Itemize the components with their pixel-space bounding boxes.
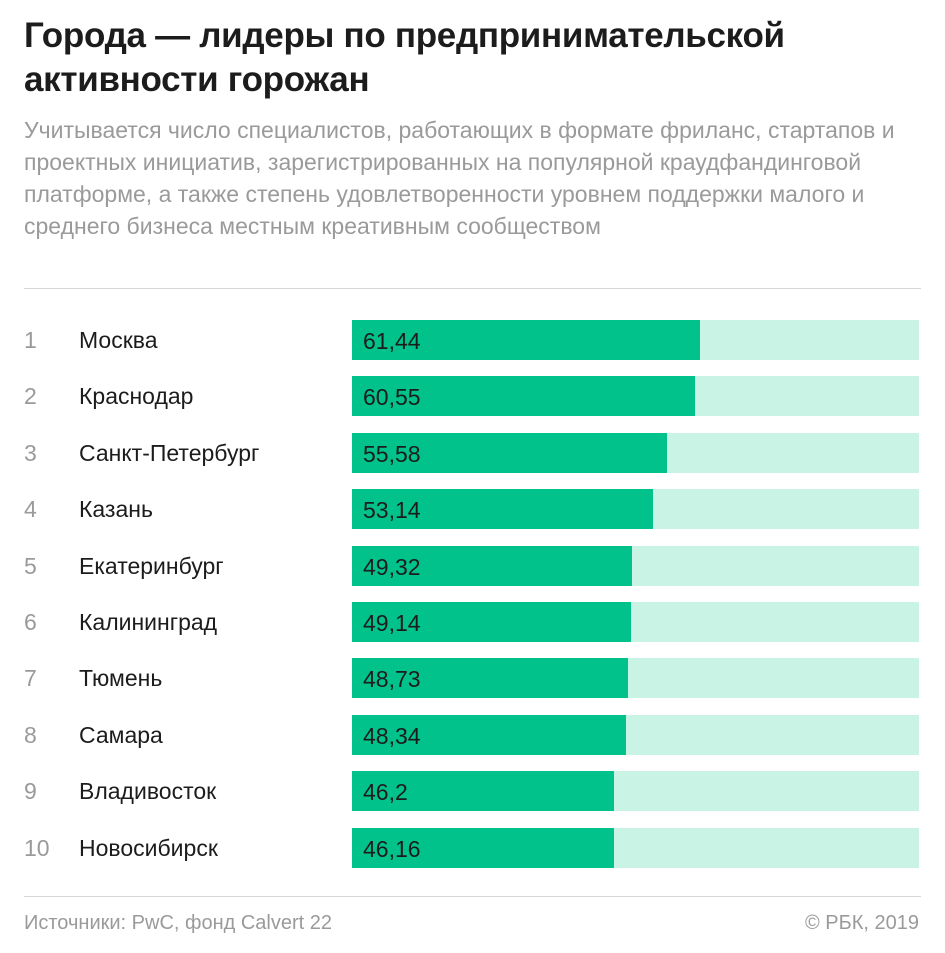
bottom-divider [24,896,921,897]
chart-subtitle: Учитывается число специалистов, работающ… [24,117,895,239]
bar-row: 2 Краснодар 60,55 [0,376,945,416]
category-label: Новосибирск [79,835,218,861]
data-label: 48,34 [363,723,421,749]
category-label: Самара [79,722,163,748]
bar-row: 10 Новосибирск 46,16 [0,828,945,868]
rank-label: 7 [24,665,37,691]
bar [352,320,701,360]
bar-row: 6 Калининград 49,14 [0,602,945,642]
bar-track: 48,73 [352,658,919,698]
category-label: Санкт-Петербург [79,440,260,466]
data-label: 48,73 [363,666,421,692]
rank-label: 8 [24,722,37,748]
rank-label: 2 [24,383,37,409]
rank-label: 4 [24,496,37,522]
bar [352,658,629,698]
data-label: 46,16 [363,836,421,862]
bar-row: 5 Екатеринбург 49,32 [0,546,945,586]
bar [352,828,614,868]
bar-track: 48,34 [352,715,919,755]
bar-track: 60,55 [352,376,919,416]
category-label: Тюмень [79,665,163,691]
bar-row: 3 Санкт-Петербург 55,58 [0,433,945,473]
category-label: Екатеринбург [79,553,224,579]
copyright-note: © РБК, 2019 [804,912,919,934]
bar-track: 53,14 [352,489,919,529]
data-label: 55,58 [363,441,421,467]
bar [352,715,627,755]
bar-row: 4 Казань 53,14 [0,489,945,529]
rank-label: 10 [24,835,50,861]
bar-track: 49,14 [352,602,919,642]
bar-row: 7 Тюмень 48,73 [0,658,945,698]
chart-title: Города — лидеры по предпринимательской а… [24,16,785,99]
data-label: 60,55 [363,384,421,410]
bar [352,602,631,642]
bar-row: 1 Москва 61,44 [0,320,945,360]
bar [352,546,632,586]
rank-label: 6 [24,609,37,635]
bar-track: 49,32 [352,546,919,586]
bar-track: 46,16 [352,828,919,868]
category-label: Москва [79,327,158,353]
rank-label: 9 [24,778,37,804]
data-label: 46,2 [363,779,408,805]
bar [352,771,614,811]
rank-label: 3 [24,440,37,466]
top-divider [24,288,921,289]
category-label: Казань [79,496,153,522]
source-note: Источники: PwC, фонд Calvert 22 [24,912,333,934]
category-label: Калининград [79,609,218,635]
bar [352,376,696,416]
bar-track: 55,58 [352,433,919,473]
data-label: 49,32 [363,554,421,580]
bar-track: 46,2 [352,771,919,811]
bar-row: 8 Самара 48,34 [0,715,945,755]
bar [352,489,654,529]
bar-track: 61,44 [352,320,919,360]
category-label: Владивосток [79,778,217,804]
bar [352,433,668,473]
data-label: 53,14 [363,497,421,523]
data-label: 61,44 [363,328,421,354]
data-label: 49,14 [363,610,421,636]
rank-label: 1 [24,327,37,353]
bar-row: 9 Владивосток 46,2 [0,771,945,811]
rank-label: 5 [24,553,37,579]
category-label: Краснодар [79,383,194,409]
